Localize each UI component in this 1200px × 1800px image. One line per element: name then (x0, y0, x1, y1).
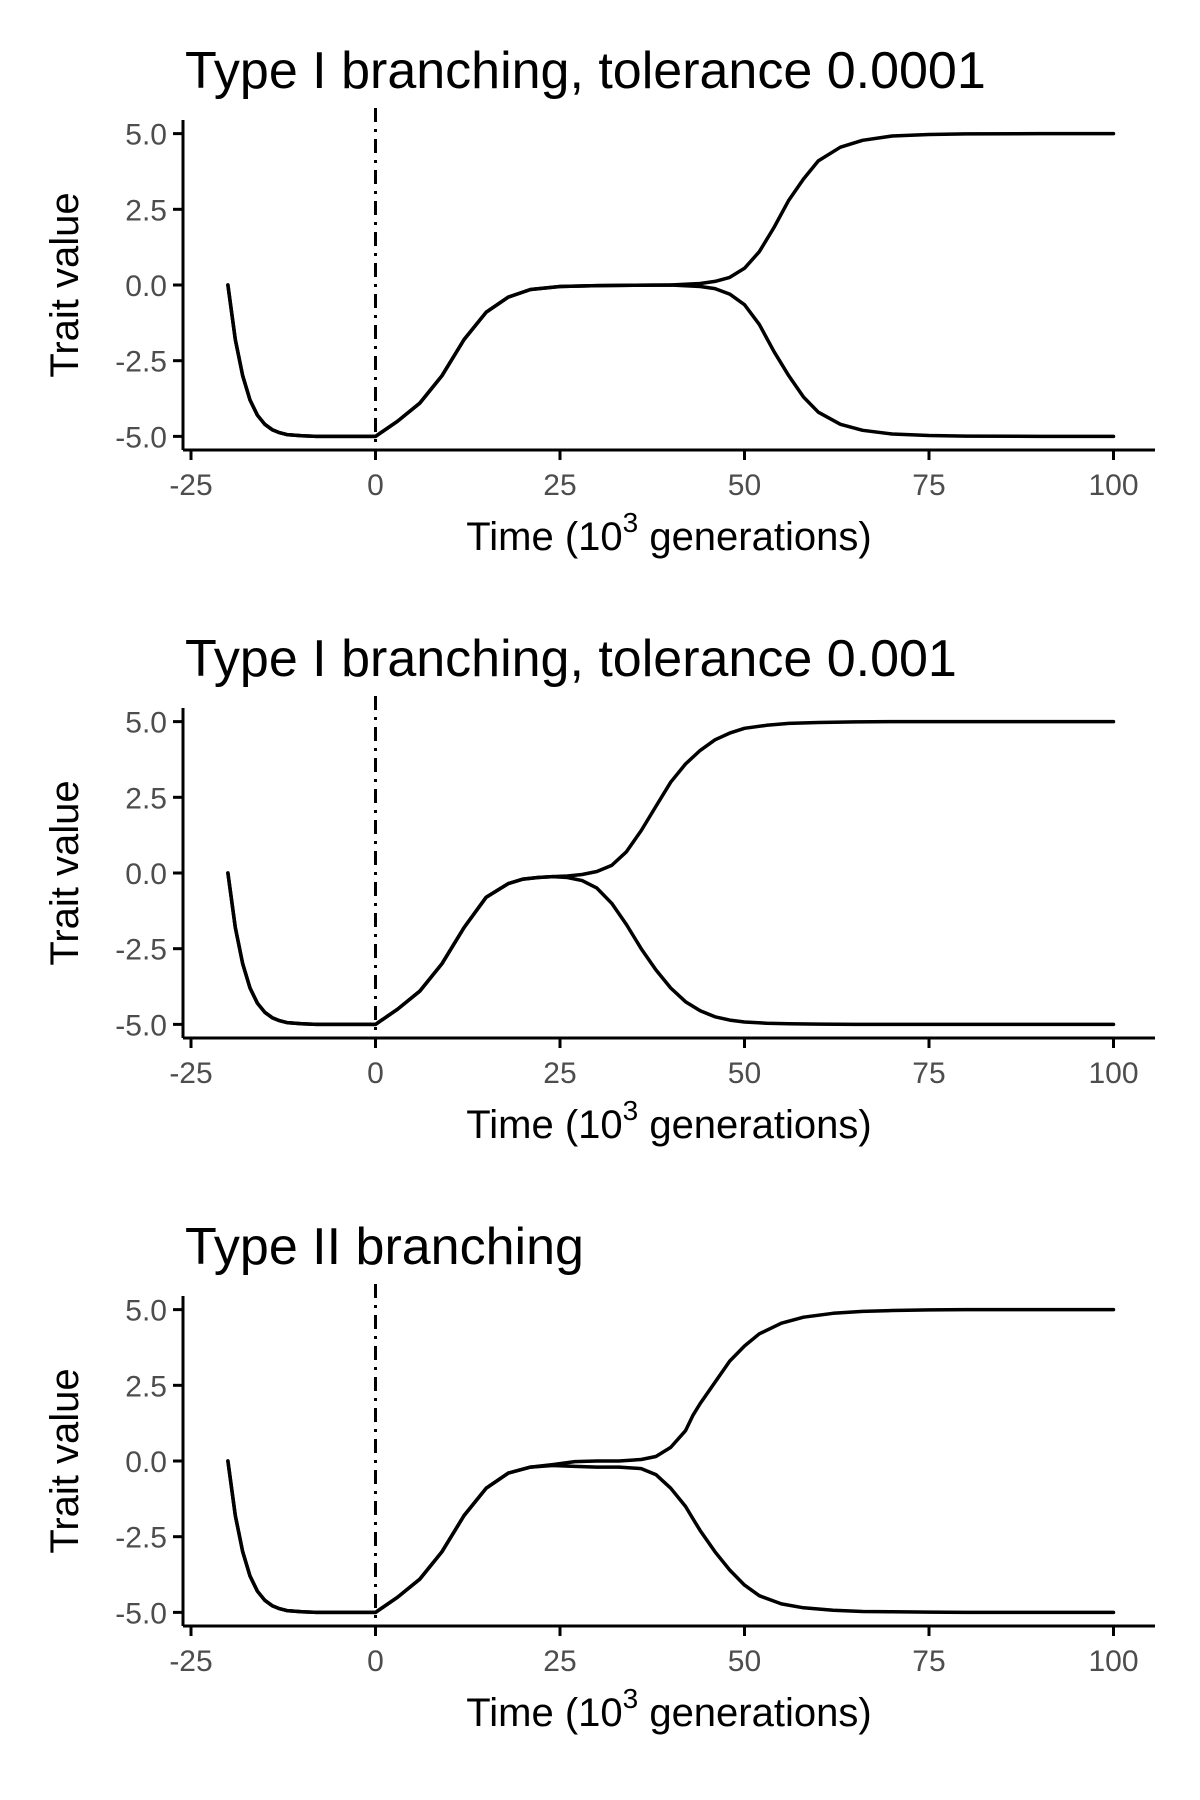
x-tick-label: 0 (367, 1057, 384, 1090)
x-tick-label: 50 (728, 1057, 761, 1090)
x-axis-title-superscript: 3 (623, 1095, 639, 1126)
series-line-2 (226, 283, 1116, 439)
x-tick-label: 75 (912, 1057, 945, 1090)
x-tick-label: 75 (912, 469, 945, 502)
x-tick-label: 0 (367, 1645, 384, 1678)
x-tick-label: 100 (1088, 1057, 1138, 1090)
y-axis-title: Trait value (43, 1368, 87, 1553)
y-tick-label: -5.0 (115, 1009, 167, 1042)
x-tick-label: -25 (169, 1645, 212, 1678)
series-line-2 (226, 871, 1116, 1027)
y-tick-label: 0.0 (125, 1446, 167, 1479)
y-tick-label: -5.0 (115, 421, 167, 454)
y-tick-label: 2.5 (125, 194, 167, 227)
x-axis-title-main: Time (10 (466, 1691, 622, 1735)
x-axis-title: Time (103 generations) (466, 1095, 871, 1147)
x-tick-label: -25 (169, 1057, 212, 1090)
y-tick-label: -2.5 (115, 346, 167, 379)
chart-title: Type I branching, tolerance 0.0001 (185, 42, 986, 100)
x-tick-label: 50 (728, 469, 761, 502)
y-tick-label: 2.5 (125, 1370, 167, 1403)
panel-2: Type I branching, tolerance 0.001 -5.0 -2.… (43, 630, 1155, 1147)
y-tick-label: 0.0 (125, 270, 167, 303)
x-axis-title-main: Time (10 (466, 515, 622, 559)
x-tick-label: 25 (543, 1645, 576, 1678)
x-tick-label: -25 (169, 469, 212, 502)
y-tick-label: 5.0 (125, 119, 167, 152)
x-tick-label: 75 (912, 1645, 945, 1678)
panel-3: Type II branching -5.0 -2.5 0.0 2.5 5.0 -25 0 25… (43, 1218, 1155, 1735)
x-axis-title-superscript: 3 (623, 1683, 639, 1714)
y-axis-title: Trait value (43, 192, 87, 377)
chart-title: Type I branching, tolerance 0.001 (185, 630, 957, 688)
x-axis-title-superscript: 3 (623, 507, 639, 538)
series-line-2 (226, 1459, 1116, 1615)
x-tick-label: 25 (543, 469, 576, 502)
y-tick-label: -2.5 (115, 1522, 167, 1555)
chart-title: Type II branching (185, 1218, 584, 1276)
series-line-1 (226, 719, 1116, 1027)
y-tick-label: 2.5 (125, 782, 167, 815)
x-axis-title: Time (103 generations) (466, 1683, 871, 1735)
x-axis-title-suffix: generations) (638, 1691, 871, 1735)
x-tick-label: 0 (367, 469, 384, 502)
y-tick-label: 0.0 (125, 858, 167, 891)
panel-1: Type I branching, tolerance 0.0001-5.0-2… (43, 42, 1155, 559)
y-tick-label: 5.0 (125, 1295, 167, 1328)
x-axis-title-main: Time (10 (466, 1103, 622, 1147)
x-tick-label: 50 (728, 1645, 761, 1678)
series-line-1 (226, 1307, 1116, 1615)
y-tick-label: -5.0 (115, 1597, 167, 1630)
y-axis-title: Trait value (43, 780, 87, 965)
x-tick-label: 100 (1088, 1645, 1138, 1678)
x-tick-label: 100 (1088, 469, 1138, 502)
x-tick-label: 25 (543, 1057, 576, 1090)
y-tick-label: 5.0 (125, 707, 167, 740)
x-axis-title-suffix: generations) (638, 1103, 871, 1147)
x-axis-title-suffix: generations) (638, 515, 871, 559)
y-tick-label: -2.5 (115, 934, 167, 967)
x-axis-title: Time (103 generations) (466, 507, 871, 559)
